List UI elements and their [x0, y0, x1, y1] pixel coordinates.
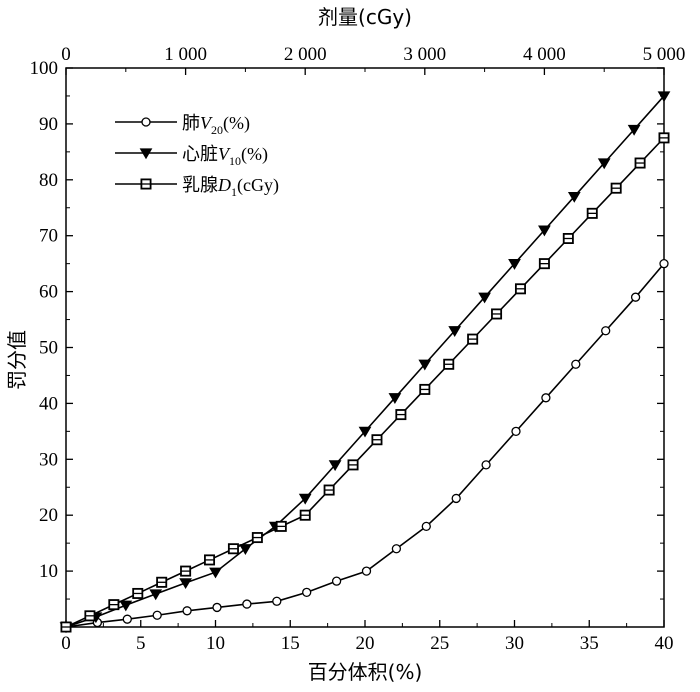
legend-entry: 心脏V10(%)	[115, 144, 268, 168]
data-point	[152, 610, 162, 620]
data-point	[239, 544, 252, 555]
legend-label-part: 心脏	[182, 144, 218, 165]
y-tick-label: 70	[39, 226, 58, 247]
data-point	[182, 606, 192, 616]
x-tick-label: 10	[206, 633, 225, 654]
data-point	[361, 566, 372, 576]
data-point	[478, 292, 491, 304]
data-point	[571, 359, 581, 369]
data-point	[511, 426, 521, 437]
legend-entry: 乳腺D1(cGy)	[115, 175, 279, 199]
data-point	[122, 614, 132, 624]
x-tick-label: 5	[136, 633, 146, 654]
data-point	[179, 578, 192, 590]
data-point	[567, 191, 581, 203]
legend-label-part: V	[218, 144, 231, 164]
data-point	[448, 326, 462, 337]
legend-label-part: D	[217, 175, 231, 195]
x2-tick-label: 4 000	[523, 44, 566, 65]
data-point	[149, 589, 163, 601]
x-tick-label: 15	[281, 633, 300, 654]
y-tick-label: 90	[39, 114, 58, 135]
data-point	[421, 521, 431, 532]
data-point	[272, 596, 282, 606]
y-tick-label: 80	[39, 170, 58, 191]
series-layer	[59, 91, 671, 634]
x2-axis-title: 剂量(cGy)	[318, 5, 412, 29]
y-tick-label: 10	[39, 561, 58, 582]
x-tick-label: 25	[430, 633, 449, 654]
x-tick-label: 40	[655, 633, 674, 654]
data-point	[209, 567, 222, 579]
series-1	[61, 258, 669, 632]
data-point	[538, 225, 551, 237]
x-tick-label: 35	[580, 633, 599, 654]
data-point	[212, 602, 222, 613]
legend-label-part: V	[200, 113, 213, 133]
legend-label-part: 1	[231, 185, 237, 199]
data-point	[627, 124, 641, 136]
data-point	[331, 576, 342, 586]
legend-label-part: (%)	[241, 144, 268, 165]
series-3	[60, 132, 670, 633]
y-tick-label: 30	[39, 449, 58, 470]
data-point	[302, 587, 312, 597]
y-tick-label: 60	[39, 282, 58, 303]
y-tick-label: 40	[39, 393, 58, 414]
legend-label: 肺V20(%)	[182, 113, 250, 137]
data-point	[298, 493, 312, 505]
data-point	[659, 258, 669, 269]
x-axis-title: 百分体积(%)	[308, 660, 423, 684]
series-line	[65, 137, 665, 628]
data-point	[601, 326, 611, 336]
axis-ticks	[65, 67, 665, 627]
origin-tick-label: 0	[61, 633, 71, 654]
data-point	[119, 600, 133, 612]
y-tick-label: 100	[30, 58, 59, 79]
data-point	[657, 91, 671, 103]
x2-tick-label: 0	[61, 44, 71, 65]
x2-tick-label: 1 000	[164, 44, 207, 65]
axis-tick-labels: 5 10 15 20 25 30 35 40 0 0 1 000 2 000 3 000 4 000 5 0…	[30, 44, 686, 654]
legend-label-part: 乳腺	[182, 175, 218, 196]
data-point	[597, 158, 611, 170]
x-tick-label: 30	[505, 633, 524, 654]
data-point	[242, 599, 252, 609]
y-tick-label: 50	[39, 338, 58, 359]
legend-marker	[141, 117, 151, 127]
data-point	[418, 359, 432, 371]
legend-entry: 肺V20(%)	[115, 113, 250, 137]
legend-label: 心脏V10(%)	[182, 144, 268, 168]
legend-label-part: 肺	[182, 113, 200, 134]
data-point	[630, 292, 641, 302]
plot-area	[65, 67, 665, 628]
legend-marker	[139, 148, 153, 160]
data-point	[328, 460, 342, 472]
data-point	[451, 493, 461, 504]
data-point	[541, 393, 551, 403]
legend-label-part: 20	[211, 123, 223, 137]
x-tick-label: 20	[356, 633, 375, 654]
y-axis-title: 罚分值	[5, 330, 29, 390]
data-point	[358, 426, 372, 438]
y-tick-label: 20	[39, 505, 58, 526]
data-point	[481, 460, 491, 470]
x2-tick-label: 5 000	[643, 44, 686, 65]
x2-tick-label: 2 000	[284, 44, 327, 65]
legend-label-part: (cGy)	[237, 175, 279, 196]
data-point	[391, 544, 402, 554]
legend-label: 乳腺D1(cGy)	[182, 175, 279, 199]
legend-label-part: 10	[229, 154, 241, 168]
legend-label-part: (%)	[223, 113, 250, 134]
x2-tick-label: 3 000	[403, 44, 446, 65]
data-point	[388, 393, 402, 405]
data-point	[508, 259, 521, 270]
legend: 肺V20(%)心脏V10(%)乳腺D1(cGy)	[115, 113, 279, 199]
plot-border	[65, 67, 665, 628]
